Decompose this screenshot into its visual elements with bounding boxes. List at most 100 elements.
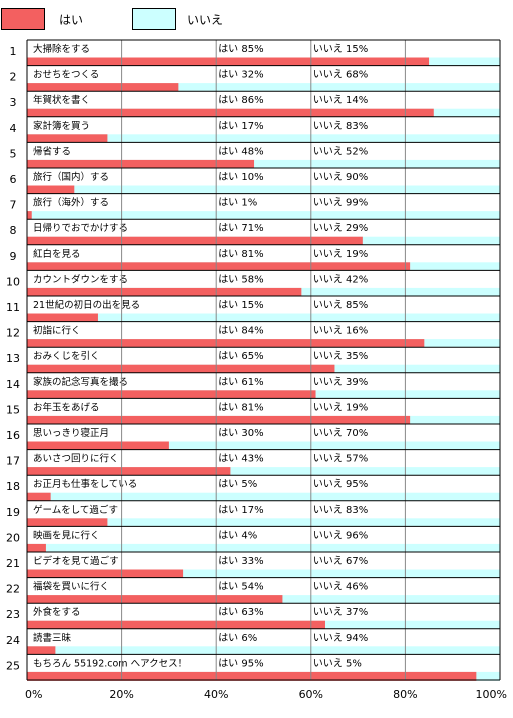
row-number: 10 <box>6 275 20 288</box>
x-tick-label: 40% <box>204 688 228 701</box>
row-number: 8 <box>10 224 17 237</box>
bar-yes <box>27 543 46 553</box>
yes-value-label: はい 71% <box>218 222 263 234</box>
yes-value-label: はい 81% <box>218 248 263 260</box>
row-number: 9 <box>10 250 17 263</box>
row-number: 14 <box>6 378 20 391</box>
bar-yes <box>27 646 56 656</box>
legend-label-yes: はい <box>59 13 84 27</box>
row-number: 6 <box>10 173 17 186</box>
row-label: 家族の記念写真を撮る <box>33 376 128 388</box>
no-value-label: いいえ 57% <box>313 453 368 465</box>
yes-value-label: はい 43% <box>218 453 263 465</box>
row-label: もちろん 55192.com へアクセス！ <box>33 658 187 669</box>
bar-no <box>27 543 500 553</box>
yes-value-label: はい 6% <box>218 632 257 644</box>
bar-yes <box>27 134 108 144</box>
bar-yes <box>27 108 434 118</box>
yes-value-label: はい 54% <box>218 581 263 593</box>
yes-value-label: はい 61% <box>218 376 263 388</box>
row-number: 13 <box>6 352 20 365</box>
legend-label-no: いいえ <box>187 13 224 27</box>
row-label: あいさつ回りに行く <box>33 453 119 465</box>
bar-no <box>27 185 500 195</box>
row-number: 7 <box>10 199 17 212</box>
legend-swatch-no <box>132 8 176 30</box>
row-number: 21 <box>6 557 20 570</box>
yes-value-label: はい 48% <box>218 145 263 157</box>
no-value-label: いいえ 46% <box>313 581 368 593</box>
yes-value-label: はい 4% <box>218 529 257 541</box>
row-label: 読書三昧 <box>33 632 72 644</box>
yes-value-label: はい 1% <box>218 197 257 209</box>
no-value-label: いいえ 70% <box>313 427 368 439</box>
bar-no <box>27 646 500 656</box>
no-value-label: いいえ 37% <box>313 606 368 618</box>
no-value-label: いいえ 83% <box>313 120 368 132</box>
row-number: 19 <box>6 506 20 519</box>
no-value-label: いいえ 96% <box>313 529 368 541</box>
yes-value-label: はい 86% <box>218 94 263 106</box>
no-value-label: いいえ 39% <box>313 376 368 388</box>
bar-yes <box>27 620 325 630</box>
bar-yes <box>27 492 51 502</box>
row-number: 25 <box>6 659 20 672</box>
no-value-label: いいえ 67% <box>313 555 368 567</box>
no-value-label: いいえ 85% <box>313 299 368 311</box>
row-number: 17 <box>6 455 20 468</box>
yes-value-label: はい 32% <box>218 69 263 81</box>
bar-yes <box>27 236 363 246</box>
row-label: お年玉をあげる <box>33 401 100 413</box>
bar-yes <box>27 364 335 374</box>
bar-yes <box>27 287 302 297</box>
bar-yes <box>27 57 430 67</box>
row-number: 20 <box>6 531 20 544</box>
yes-value-label: はい 33% <box>218 555 263 567</box>
bar-yes <box>27 595 283 605</box>
bar-no <box>27 441 500 451</box>
row-label: 日帰りでおでかけする <box>33 222 128 234</box>
yes-value-label: はい 84% <box>218 325 263 337</box>
no-value-label: いいえ 15% <box>313 43 368 55</box>
row-number: 23 <box>6 608 20 621</box>
row-label: 大掃除をする <box>33 43 90 55</box>
bar-no <box>27 134 500 144</box>
row-label: お正月も仕事をしている <box>33 478 137 490</box>
row-number: 11 <box>6 301 20 314</box>
bar-yes <box>27 415 411 425</box>
row-number: 3 <box>10 96 17 109</box>
yes-value-label: はい 17% <box>218 120 263 132</box>
bar-yes <box>27 467 231 477</box>
x-tick-label: 80% <box>393 688 417 701</box>
no-value-label: いいえ 42% <box>313 273 368 285</box>
row-label: 旅行（海外）する <box>33 197 109 209</box>
no-value-label: いいえ 99% <box>313 197 368 209</box>
no-value-label: いいえ 68% <box>313 69 368 81</box>
no-value-label: いいえ 19% <box>313 401 368 413</box>
row-label: 初詣に行く <box>33 325 81 337</box>
bar-yes <box>27 211 32 221</box>
row-label: 福袋を買いに行く <box>33 581 109 593</box>
yes-value-label: はい 95% <box>218 657 263 669</box>
yes-value-label: はい 10% <box>218 171 263 183</box>
no-value-label: いいえ 90% <box>313 171 368 183</box>
row-number: 15 <box>6 403 20 416</box>
row-label: 旅行（国内）する <box>33 171 109 183</box>
row-number: 24 <box>6 634 20 647</box>
no-value-label: いいえ 95% <box>313 478 368 490</box>
bar-yes <box>27 83 179 93</box>
row-label: 帰省する <box>33 145 71 157</box>
row-number: 12 <box>6 327 20 340</box>
x-tick-label: 100% <box>476 688 507 701</box>
legend: はい いいえ <box>0 0 513 34</box>
row-label: 21世紀の初日の出を見る <box>33 299 140 311</box>
bar-yes <box>27 262 411 272</box>
bar-yes <box>27 671 477 681</box>
bar-no <box>27 569 500 579</box>
row-label: 紅白を見る <box>33 248 81 260</box>
bar-yes <box>27 569 184 579</box>
yes-value-label: はい 5% <box>218 478 257 490</box>
bar-no <box>27 518 500 528</box>
bar-no <box>27 467 500 477</box>
